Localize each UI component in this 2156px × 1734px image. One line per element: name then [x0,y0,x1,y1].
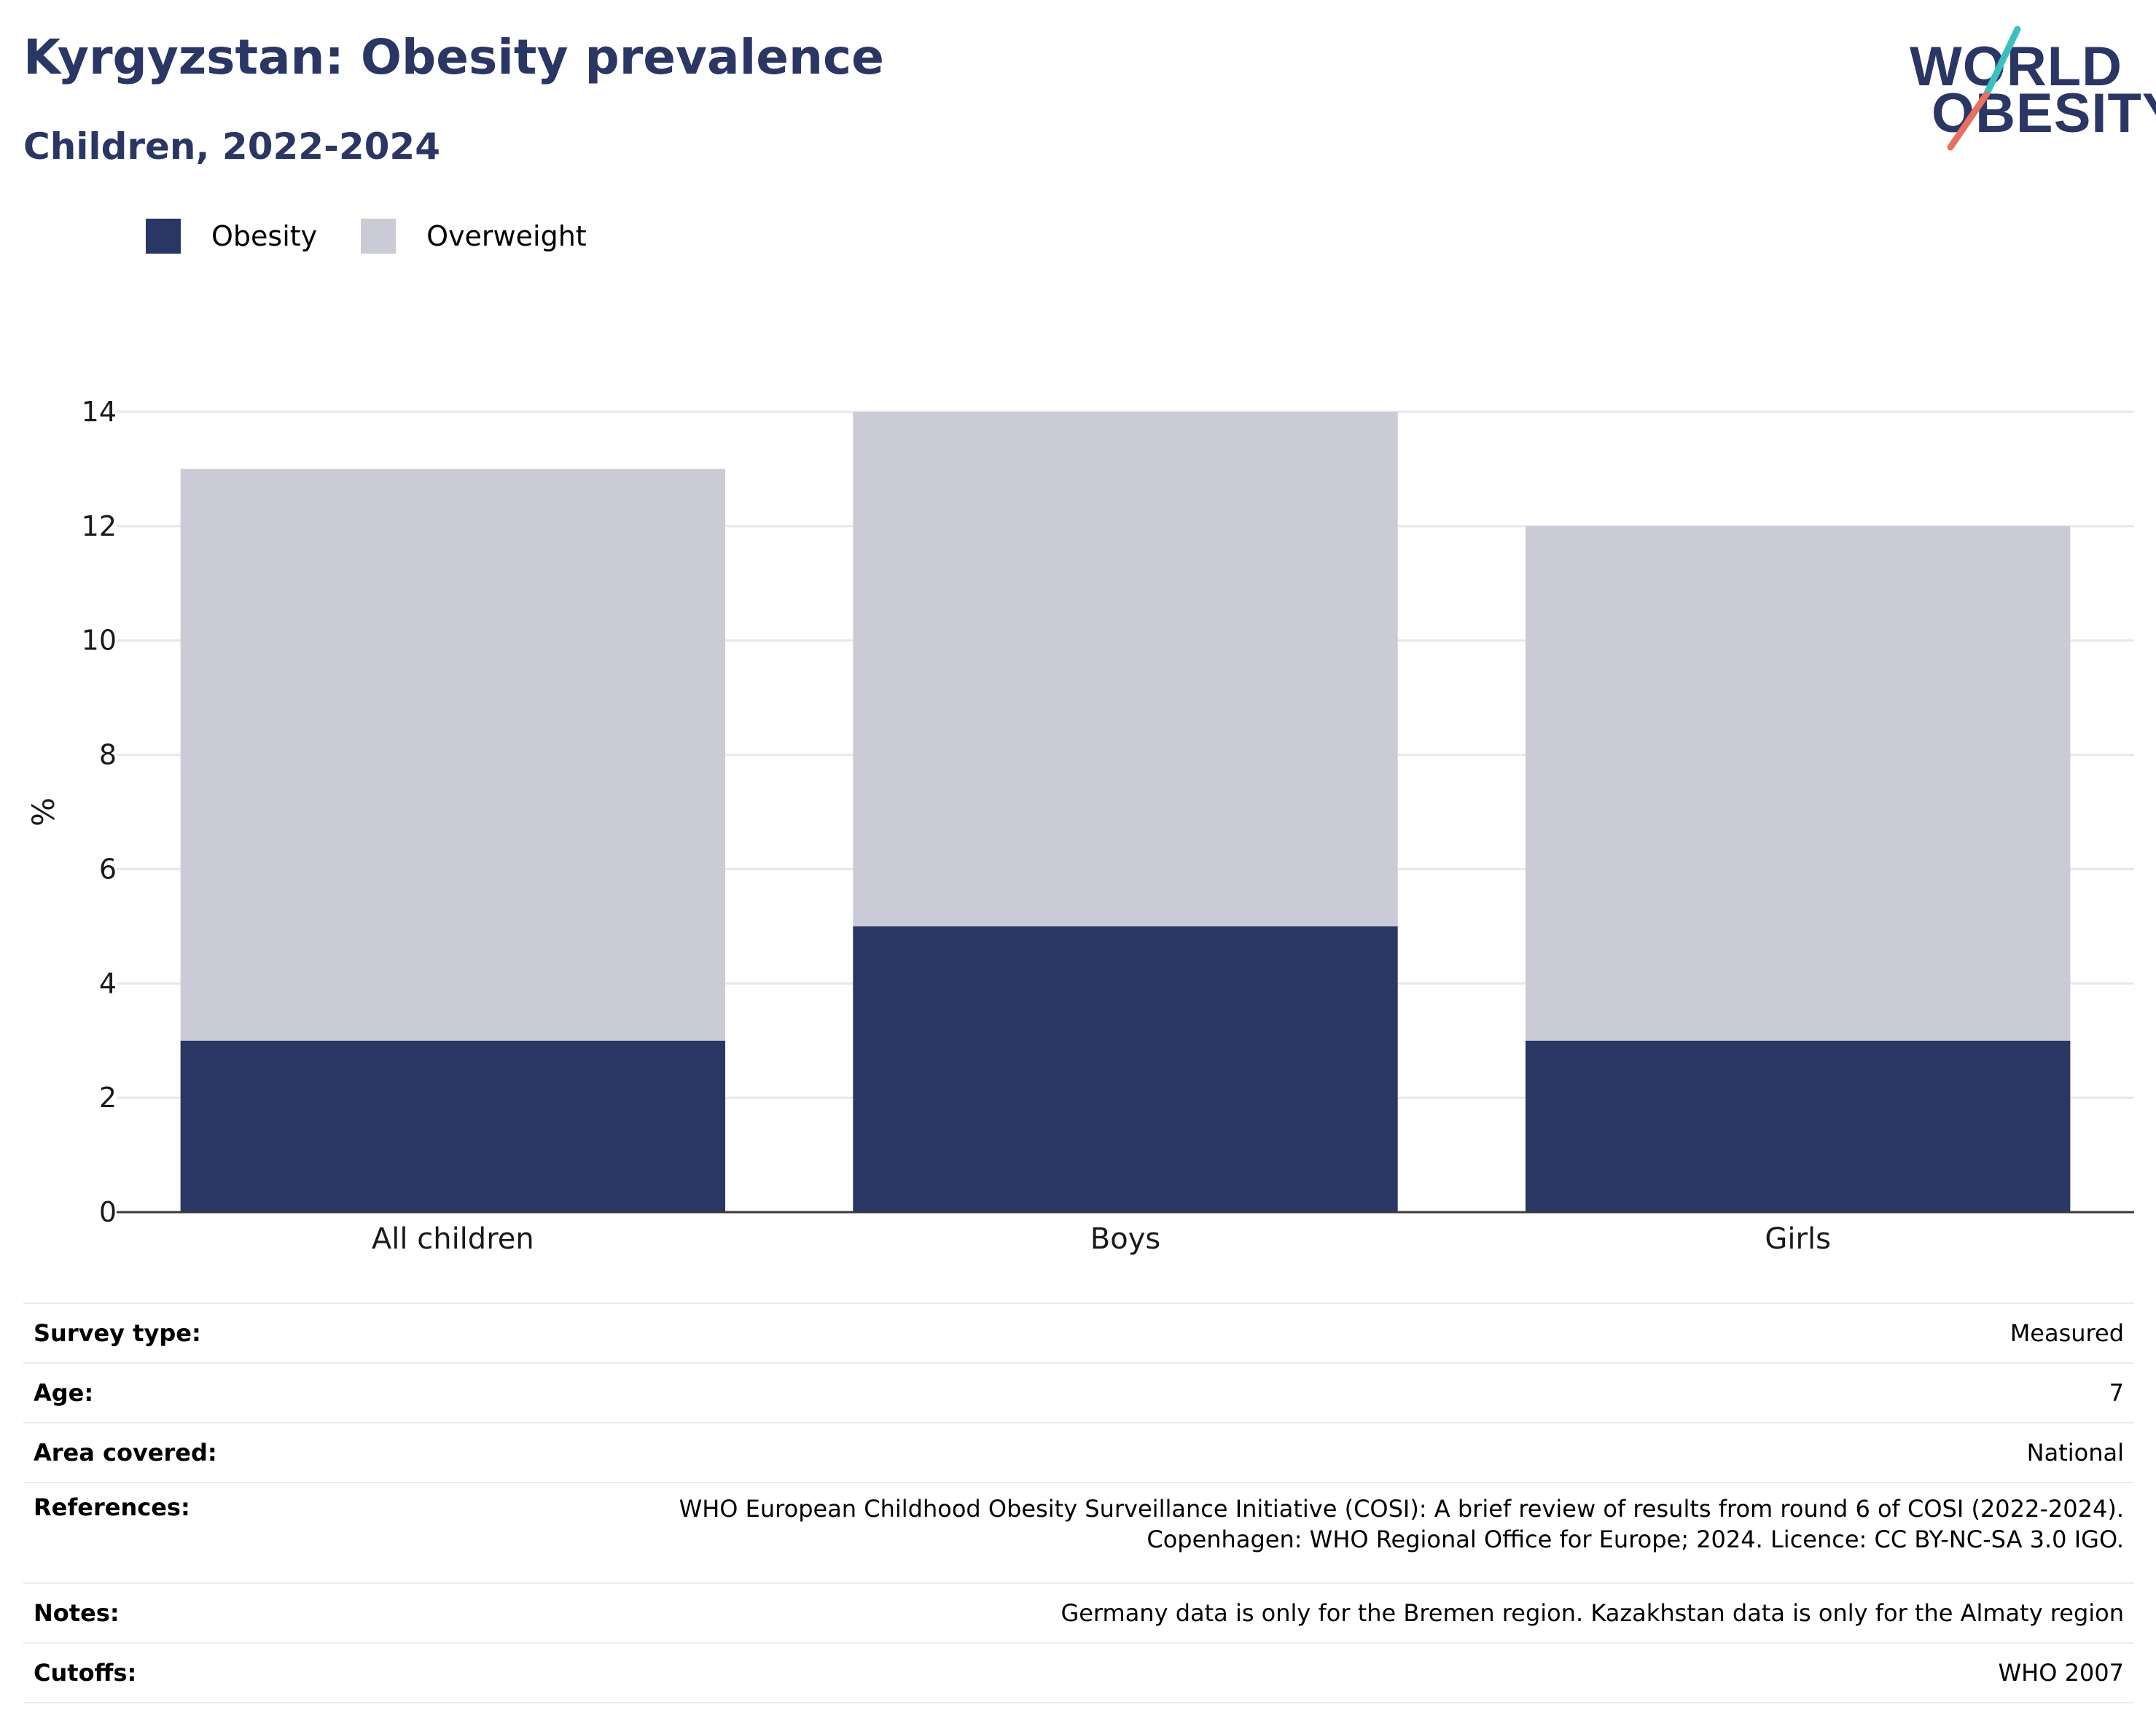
chart-legend: Obesity Overweight [146,219,630,254]
legend-item-obesity[interactable]: Obesity [146,219,317,254]
x-tick-label: Boys [1090,1222,1160,1256]
stacked-bar-chart: 0 2 4 6 8 10 12 14% All children Boys Girls [26,396,2134,1256]
bar-obesity-boys [853,926,1398,1212]
reference-line-2: Copenhagen: WHO Regional Office for Euro… [1147,1526,2124,1553]
logo-text-line2: OBESITY [1932,82,2156,144]
y-tick-label: 4 [99,967,117,999]
info-row-references: References: WHO European Childhood Obesi… [23,1482,2134,1583]
page-subtitle: Children, 2022-2024 [23,125,440,168]
survey-info-table: Survey type: Measured Age: 7 Area covere… [23,1303,2134,1703]
logo-slash-icon [1947,26,2021,151]
legend-swatch-obesity [146,219,181,254]
y-tick-label: 0 [99,1196,117,1228]
legend-label-overweight: Overweight [426,220,587,252]
legend-swatch-overweight [361,219,397,254]
info-value: WHO European Childhood Obesity Surveilla… [335,1482,2134,1583]
info-row-notes: Notes: Germany data is only for the Brem… [23,1582,2134,1643]
info-value: WHO 2007 [335,1642,2134,1703]
info-row-area-covered: Area covered: National [23,1422,2134,1483]
bar-overweight-girls [1525,526,2071,1041]
y-tick-label: 6 [99,853,117,885]
bar-obesity-all-children [180,1040,726,1212]
info-label: Cutoffs: [23,1642,335,1703]
info-value: Germany data is only for the Bremen regi… [335,1582,2134,1643]
page-title: Kyrgyzstan: Obesity prevalence [23,29,884,85]
info-row-age: Age: 7 [23,1362,2134,1423]
y-axis-label: % [26,797,61,827]
legend-label-obesity: Obesity [211,220,318,252]
info-label: Survey type: [23,1303,335,1363]
x-tick-label: Girls [1765,1222,1831,1256]
x-tick-label: All children [372,1222,534,1256]
info-row-survey-type: Survey type: Measured [23,1303,2134,1363]
info-label: References: [23,1482,335,1583]
bar-overweight-boys [853,412,1398,926]
y-tick-label: 10 [82,625,117,657]
y-tick-label: 2 [99,1082,117,1114]
info-value: National [335,1422,2134,1483]
bar-obesity-girls [1525,1040,2071,1212]
info-label: Notes: [23,1582,335,1643]
info-value: 7 [335,1362,2134,1423]
info-label: Age: [23,1362,335,1423]
legend-item-overweight[interactable]: Overweight [361,219,587,254]
bar-overweight-all-children [180,469,726,1041]
info-row-cutoffs: Cutoffs: WHO 2007 [23,1642,2134,1703]
logo-text-line1: WORLD [1910,36,2123,98]
world-obesity-logo: WORLD OBESITY [1895,22,2156,160]
info-label: Area covered: [23,1422,335,1483]
reference-line-1: WHO European Childhood Obesity Surveilla… [679,1495,2124,1523]
y-tick-label: 8 [99,739,117,771]
y-tick-label: 14 [82,396,117,428]
info-value: Measured [335,1303,2134,1363]
y-tick-label: 12 [82,510,117,542]
